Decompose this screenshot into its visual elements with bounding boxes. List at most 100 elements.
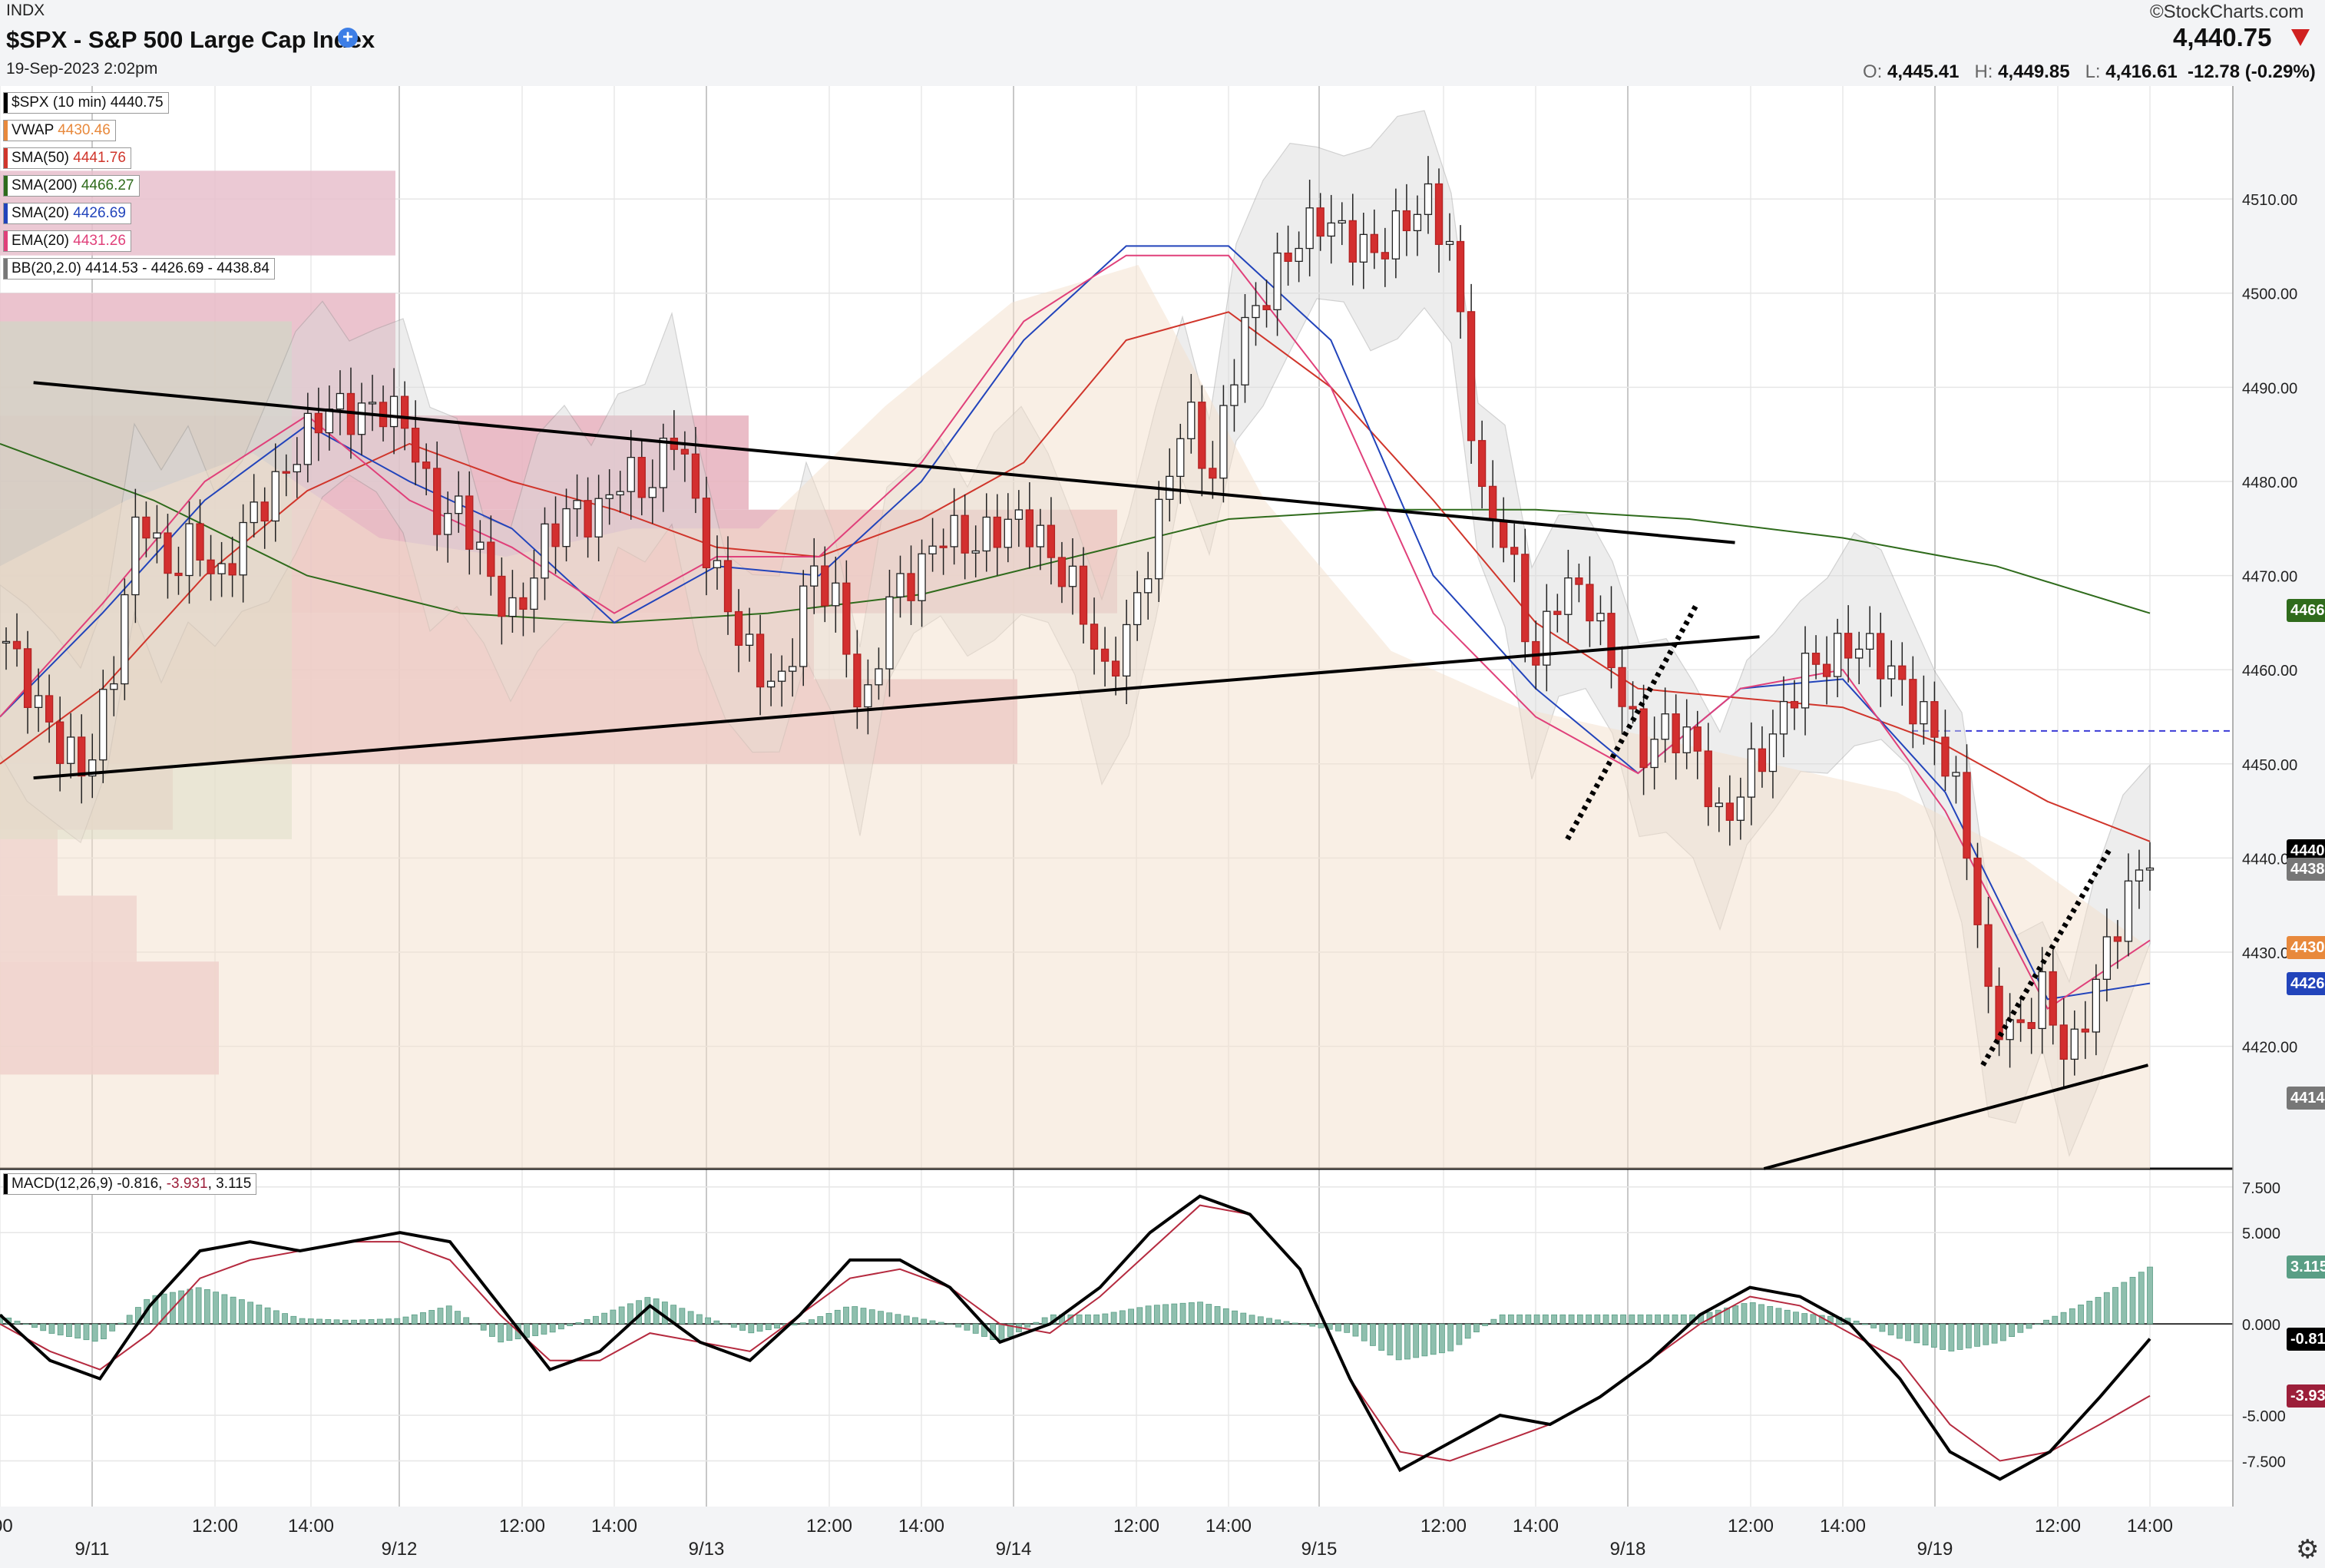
candle-body (1004, 518, 1012, 548)
macd-histogram-bar (1793, 1312, 1799, 1325)
candle-body (1305, 207, 1314, 250)
macd-histogram-bar (532, 1323, 539, 1336)
macd-histogram-bar (1205, 1304, 1212, 1325)
candle-body (99, 689, 107, 761)
x-tick-label: 12:00 (1728, 1516, 1774, 1537)
candle-body (23, 648, 32, 708)
macd-tick-label: -5.000 (2242, 1408, 2286, 1425)
candle-body (2027, 1021, 2036, 1030)
x-tick-label: 14:00 (288, 1516, 334, 1537)
candle-body (842, 582, 851, 655)
settings-gear-icon[interactable]: ⚙ (2296, 1535, 2320, 1564)
x-tick-label: 9/15 (1301, 1539, 1338, 1560)
candle-body (2102, 936, 2112, 981)
candle-body (691, 453, 700, 499)
candle-body (444, 513, 452, 535)
macd-histogram-bar (1179, 1302, 1186, 1325)
legend-macd-v2: -3.931 (166, 1176, 208, 1192)
candle-body (411, 428, 420, 463)
legend-sma20-label: SMA(20) (12, 205, 69, 221)
legend-macd-v1: -0.816 (117, 1176, 159, 1192)
candle-body (2, 640, 11, 644)
price-tag-bb-lower: 4414.53 (2287, 1086, 2325, 1110)
candle-body (88, 759, 97, 777)
macd-histogram-bar (1870, 1323, 1877, 1328)
legend-macd-sep1: , (158, 1176, 167, 1192)
macd-histogram-bar (912, 1317, 918, 1325)
macd-histogram-bar (1862, 1323, 1868, 1325)
candle-body (1068, 565, 1077, 587)
trendline-upper (33, 381, 1735, 544)
macd-histogram-bar (679, 1308, 686, 1325)
macd-histogram-bar (402, 1316, 409, 1325)
legend-sma50-value: 4441.76 (73, 150, 126, 166)
candle-body (228, 563, 236, 576)
macd-histogram-bar (1387, 1323, 1394, 1356)
candle-body (1122, 624, 1131, 676)
x-tick-label: 12:00 (192, 1516, 238, 1537)
macd-tick-label: 7.500 (2242, 1180, 2280, 1197)
chart-header: INDX $SPX - S&P 500 Large Cap Index + 19… (0, 0, 2325, 86)
x-tick-label: 9/14 (996, 1539, 1032, 1560)
macd-histogram-bar (705, 1317, 711, 1325)
macd-histogram-bar (1421, 1323, 1428, 1357)
macd-histogram-bar (964, 1323, 971, 1331)
candle-body (185, 523, 193, 577)
macd-histogram-bar (593, 1315, 599, 1325)
macd-histogram-bar (1456, 1323, 1463, 1345)
macd-histogram-bar (0, 1314, 3, 1325)
macd-histogram-bar (2043, 1319, 2049, 1325)
add-icon[interactable]: + (338, 28, 358, 48)
candle-body (1327, 222, 1335, 237)
macd-histogram-bar (765, 1323, 772, 1331)
macd-histogram-bar (825, 1313, 832, 1325)
candle-body (789, 666, 797, 672)
macd-histogram-bar (1810, 1314, 1817, 1325)
macd-histogram-bar (1214, 1306, 1221, 1325)
candle-body (2016, 1019, 2025, 1024)
macd-histogram-bar (376, 1318, 383, 1325)
macd-histogram-bar (1084, 1314, 1091, 1325)
candle-body (1338, 220, 1346, 224)
macd-tick-label: -7.500 (2242, 1454, 2286, 1471)
candle-body (875, 668, 883, 686)
macd-histogram-bar (74, 1323, 81, 1339)
macd-histogram-bar (160, 1293, 167, 1325)
legend-sma20: SMA(20) 4426.69 (3, 203, 131, 224)
macd-histogram-bar (1464, 1323, 1471, 1339)
macd-histogram-bar (14, 1321, 21, 1325)
macd-histogram-bar (2052, 1315, 2059, 1325)
macd-histogram-bar (618, 1306, 625, 1325)
macd-histogram-bar (1576, 1314, 1583, 1325)
candle-body (1672, 713, 1680, 753)
candle-body (476, 541, 485, 550)
candle-body (918, 553, 926, 601)
candle-body (1790, 700, 1799, 709)
macd-histogram-bar (895, 1314, 901, 1325)
macd-histogram-bar (437, 1308, 444, 1325)
price-tag-vwap: 4430.46 (2287, 936, 2325, 960)
candle-body (1219, 405, 1228, 479)
y-tick-label: 4460.00 (2242, 663, 2297, 680)
candle-body (282, 471, 290, 474)
macd-histogram-bar (2086, 1301, 2093, 1325)
macd-histogram-bar (2138, 1272, 2145, 1325)
candle-body (1111, 660, 1120, 676)
macd-histogram-bar (549, 1323, 556, 1333)
candle-body (982, 516, 991, 552)
macd-histogram-bar (687, 1311, 694, 1325)
macd-histogram-bar (2103, 1292, 2110, 1325)
candle-body (56, 721, 64, 764)
macd-histogram-bar (860, 1308, 867, 1325)
candle-body (1984, 924, 1993, 987)
candle-body (1209, 468, 1217, 479)
x-tick-label: 12:00 (499, 1516, 545, 1537)
candle-body (314, 412, 323, 434)
macd-histogram-bar (1672, 1314, 1678, 1325)
candle-body (45, 695, 54, 723)
candle-body (78, 736, 86, 777)
macd-histogram-bar (1930, 1323, 1937, 1348)
macd-histogram-bar (1637, 1314, 1644, 1325)
macd-histogram-bar (886, 1312, 893, 1325)
